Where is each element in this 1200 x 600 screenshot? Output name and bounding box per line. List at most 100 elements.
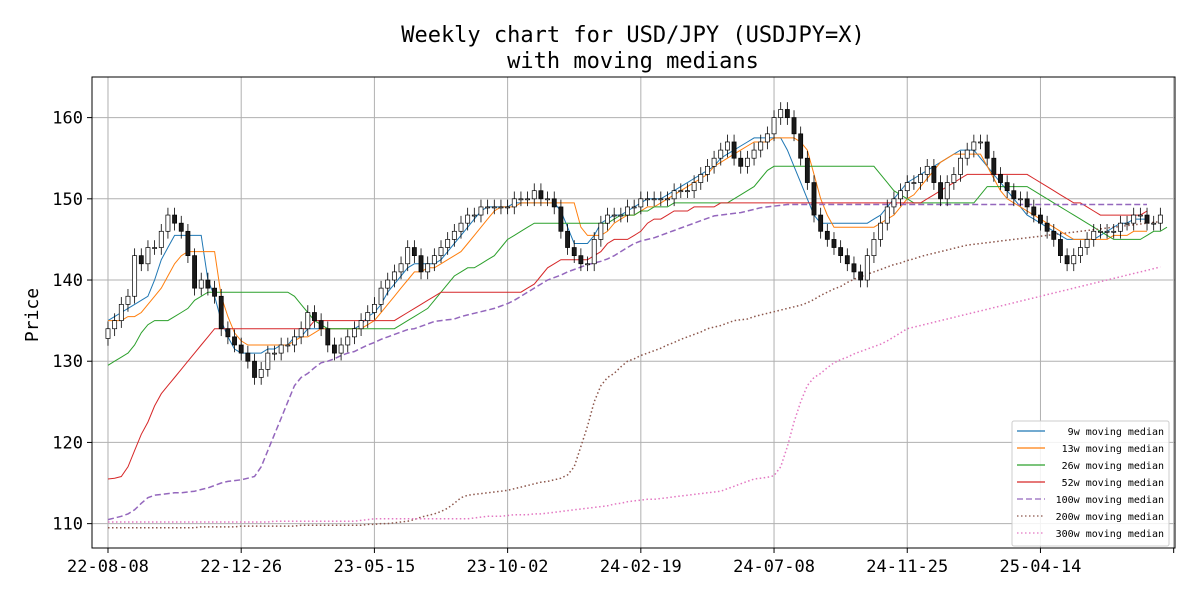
candle-body xyxy=(598,222,604,240)
chart-subtitle: with moving medians xyxy=(507,49,759,74)
candle-body xyxy=(718,149,724,159)
candle-body xyxy=(172,214,178,224)
candle-body xyxy=(791,117,797,135)
candle-body xyxy=(352,328,357,338)
candle-body xyxy=(1058,239,1063,257)
candle-body xyxy=(858,271,864,281)
candle-body xyxy=(605,214,610,224)
candle-body xyxy=(325,328,331,346)
candle-body xyxy=(971,141,977,151)
candle-body xyxy=(292,336,297,346)
candle-body xyxy=(132,255,138,297)
candle-body xyxy=(498,206,504,209)
candle-body xyxy=(911,182,917,184)
y-tick-label: 120 xyxy=(52,433,83,453)
y-tick-label: 110 xyxy=(52,515,83,535)
candle-body xyxy=(165,214,171,232)
candle-body xyxy=(338,344,344,354)
candle-body xyxy=(1031,206,1037,216)
candle-body xyxy=(365,312,371,321)
candle-body xyxy=(438,247,444,257)
series-line xyxy=(108,220,1161,529)
candle-body xyxy=(944,182,950,200)
candle-body xyxy=(1071,255,1077,265)
candle-body xyxy=(951,174,957,183)
candle-body xyxy=(898,190,904,200)
candle-body xyxy=(685,190,690,193)
candle-body xyxy=(711,157,717,167)
candle-body xyxy=(1137,214,1143,217)
x-axis-ticks: 22-08-08 22-12-26 23-05-15 23-10-02 24-02-19… xyxy=(67,548,1175,577)
candle-body xyxy=(105,328,111,339)
candle-body xyxy=(798,133,804,159)
candle-body xyxy=(984,141,990,159)
candle-body xyxy=(1144,214,1150,224)
candle-body xyxy=(751,149,757,159)
x-tick-label: 24-07-08 xyxy=(733,557,815,577)
candle-body xyxy=(778,109,784,118)
candle-body xyxy=(691,182,697,192)
candle-body xyxy=(491,206,497,209)
candle-body xyxy=(192,255,197,289)
plot-frame xyxy=(91,76,1176,549)
legend-label: 100w moving median xyxy=(1056,495,1164,506)
legend: 9w moving median 13w moving median 26w mov… xyxy=(1011,420,1170,547)
candle-body xyxy=(205,279,211,289)
candle-body xyxy=(218,295,224,330)
candle-body xyxy=(1131,214,1137,224)
x-tick-label: 24-11-25 xyxy=(866,557,948,577)
candle-body xyxy=(838,247,844,257)
candle-body xyxy=(585,263,590,266)
candle-body xyxy=(318,320,324,330)
candle-body xyxy=(1104,230,1110,233)
candle-body xyxy=(265,352,271,370)
candle-body xyxy=(198,279,204,289)
y-axis-label: Price xyxy=(22,288,43,342)
candle-body xyxy=(891,198,897,208)
candle-body xyxy=(738,157,744,167)
candle-body xyxy=(731,141,737,159)
candle-body xyxy=(185,230,191,257)
x-tick-label: 23-10-02 xyxy=(467,557,549,577)
candle-body xyxy=(1091,230,1097,240)
series-line xyxy=(107,137,1147,354)
candle-body xyxy=(232,336,237,346)
candle-body xyxy=(405,247,411,265)
candle-body xyxy=(784,109,790,118)
candle-body xyxy=(705,165,710,175)
candle-body xyxy=(518,198,524,201)
candle-body xyxy=(458,222,464,232)
legend-label: 52w moving median xyxy=(1062,478,1164,489)
candle-body xyxy=(964,149,970,159)
candle-body xyxy=(1151,222,1157,225)
candle-body xyxy=(225,328,231,338)
candle-body xyxy=(145,247,151,265)
y-tick-label: 160 xyxy=(52,109,83,129)
candle-body xyxy=(851,263,857,273)
y-axis-ticks: 110 120 130 140 150 160 xyxy=(52,109,92,535)
candle-body xyxy=(658,198,664,201)
legend-label: 13w moving median xyxy=(1062,444,1164,455)
candle-body xyxy=(551,198,557,208)
candle-body xyxy=(1044,222,1050,232)
candle-body xyxy=(345,336,351,346)
candle-body xyxy=(818,214,824,232)
candle-body xyxy=(278,344,284,354)
candle-body xyxy=(638,198,644,208)
candle-body xyxy=(478,206,484,216)
candle-body xyxy=(1024,198,1030,208)
candle-body xyxy=(1124,222,1130,225)
candlesticks xyxy=(105,102,1163,385)
candle-body xyxy=(824,230,830,240)
candle-body xyxy=(931,165,937,183)
candle-body xyxy=(152,247,158,249)
candle-body xyxy=(505,206,511,209)
candle-body xyxy=(864,255,870,281)
candle-body xyxy=(272,352,277,355)
candle-body xyxy=(418,255,424,273)
candle-body xyxy=(298,328,304,338)
series-line xyxy=(108,266,1161,523)
candle-body xyxy=(1051,230,1057,240)
candle-body xyxy=(625,206,630,216)
